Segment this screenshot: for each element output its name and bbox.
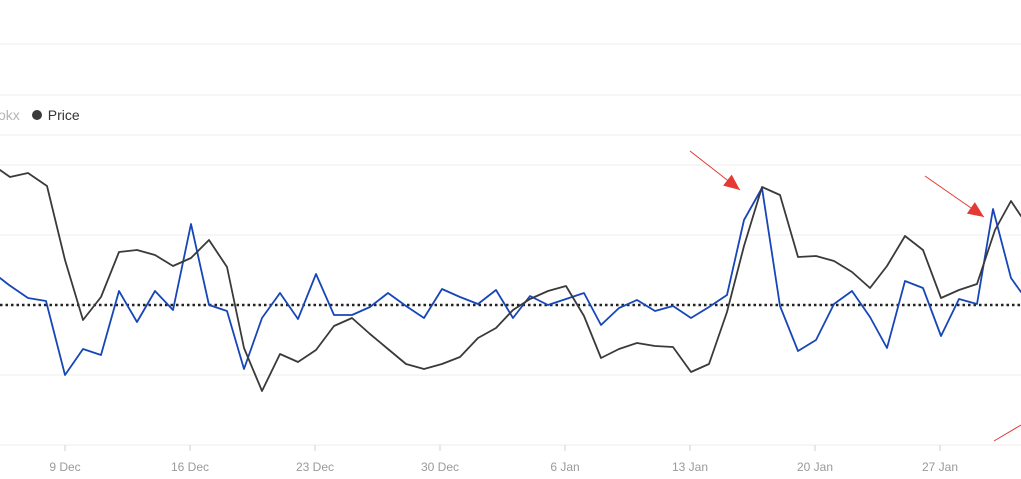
annotations: [689, 150, 1021, 442]
series-line-price: [0, 169, 1021, 392]
gridlines: [0, 43, 1021, 446]
annotation-arrowhead-icon: [723, 174, 740, 190]
chart-legend: okx Price: [0, 106, 92, 124]
legend-dot-icon: [31, 110, 42, 120]
annotation-line: [993, 424, 1021, 442]
x-tick-label: 23 Dec: [296, 460, 334, 474]
annotation-arrowhead-icon: [966, 202, 984, 217]
legend-label-price: Price: [47, 107, 80, 123]
legend-label-okx: okx: [0, 107, 20, 123]
x-tick-label: 6 Jan: [550, 460, 579, 474]
x-tick-label: 30 Dec: [421, 460, 459, 474]
series-line-okx: [0, 187, 1021, 376]
x-tick-label: 13 Jan: [672, 460, 708, 474]
legend-item-price[interactable]: Price: [31, 107, 80, 123]
chart-series: [0, 169, 1021, 392]
x-tick-label: 27 Jan: [922, 460, 958, 474]
x-axis-ticks: 9 Dec 16 Dec 23 Dec 30 Dec 6 Jan 13 Jan 20 Jan…: [49, 445, 958, 474]
x-tick-label: 20 Jan: [797, 460, 833, 474]
x-tick-label: 16 Dec: [171, 460, 209, 474]
legend-item-okx[interactable]: okx: [0, 107, 20, 123]
x-tick-label: 9 Dec: [49, 460, 80, 474]
